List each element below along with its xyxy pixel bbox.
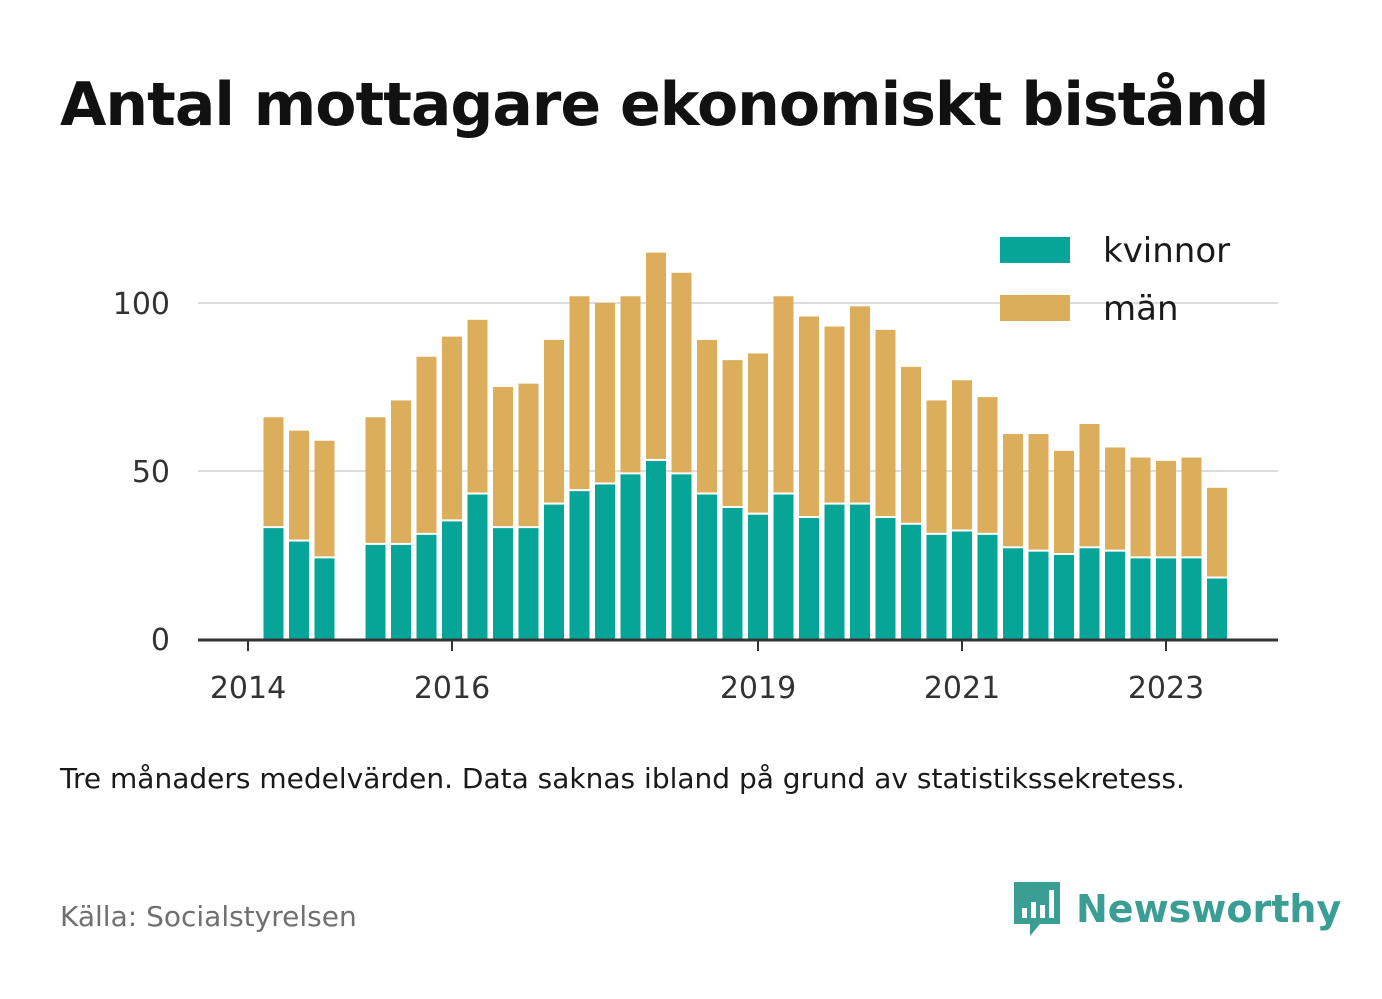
bar-man xyxy=(799,316,819,517)
y-tick-label: 100 xyxy=(113,287,170,322)
bar-kvinnor xyxy=(926,534,947,639)
bar-man xyxy=(595,303,615,483)
bar-man xyxy=(1028,434,1049,550)
bar-man xyxy=(493,387,513,527)
bar-kvinnor xyxy=(1130,558,1151,639)
brand-logo[interactable]: Newsworthy xyxy=(1010,878,1341,940)
bar-man xyxy=(952,380,972,530)
legend-label: män xyxy=(1103,289,1179,329)
bar-kvinnor xyxy=(595,484,615,639)
bar-kvinnor xyxy=(1054,555,1074,639)
bar-man xyxy=(1207,487,1227,577)
bar-man xyxy=(467,319,488,493)
bar-kvinnor xyxy=(799,518,819,639)
bar-man xyxy=(1003,434,1023,547)
bar-kvinnor xyxy=(697,494,717,639)
bar-man xyxy=(697,339,717,493)
bar-kvinnor xyxy=(1207,578,1227,639)
bar-kvinnor xyxy=(824,504,845,639)
bar-man xyxy=(1130,457,1151,557)
bar-kvinnor xyxy=(1003,548,1023,639)
bar-man xyxy=(289,430,309,540)
bar-kvinnor xyxy=(442,521,462,639)
bar-man xyxy=(646,252,666,459)
bar-man xyxy=(824,326,845,503)
bar-man xyxy=(1105,447,1125,550)
chart-title: Antal mottagare ekonomiskt bistånd xyxy=(60,70,1269,140)
bar-kvinnor xyxy=(391,544,411,639)
bar-kvinnor xyxy=(1105,551,1125,639)
bar-man xyxy=(391,400,411,543)
bar-man xyxy=(1181,457,1202,557)
bar-kvinnor xyxy=(1156,558,1176,639)
bar-man xyxy=(1156,460,1176,557)
y-tick-label: 50 xyxy=(132,455,170,490)
bar-kvinnor xyxy=(416,534,437,639)
newsworthy-logo-icon xyxy=(1014,882,1060,936)
bar-man xyxy=(365,417,386,543)
bar-kvinnor xyxy=(850,504,870,639)
bar-kvinnor xyxy=(748,514,768,639)
bar-man xyxy=(773,296,794,493)
bar-man xyxy=(901,366,921,523)
bar-man xyxy=(416,356,437,533)
bar-kvinnor xyxy=(671,474,692,639)
bar-man xyxy=(748,353,768,513)
bar-man xyxy=(569,296,590,490)
bar-man xyxy=(314,440,335,557)
bar-man xyxy=(850,306,870,503)
x-tick-label: 2019 xyxy=(720,671,796,706)
bar-kvinnor xyxy=(1079,548,1100,639)
bar-man xyxy=(977,397,998,533)
bar-man xyxy=(620,296,641,473)
x-tick-label: 2023 xyxy=(1128,671,1204,706)
bar-man xyxy=(263,417,284,527)
bar-man xyxy=(926,400,947,533)
bar-kvinnor xyxy=(289,541,309,639)
bar-kvinnor xyxy=(977,534,998,639)
bar-man xyxy=(1079,423,1100,547)
bar-kvinnor xyxy=(646,460,666,639)
source-label: Källa: Socialstyrelsen xyxy=(60,900,357,933)
bar-kvinnor xyxy=(365,544,386,639)
bar-kvinnor xyxy=(263,528,284,639)
bar-man xyxy=(671,272,692,473)
bar-man xyxy=(1054,450,1074,553)
bar-kvinnor xyxy=(493,528,513,639)
bar-kvinnor xyxy=(569,491,590,639)
bar-kvinnor xyxy=(518,528,539,639)
brand-name: Newsworthy xyxy=(1076,887,1342,931)
bar-kvinnor xyxy=(620,474,641,639)
y-tick-label: 0 xyxy=(151,623,170,658)
x-tick-label: 2014 xyxy=(210,671,286,706)
x-tick-label: 2021 xyxy=(924,671,1000,706)
bar-kvinnor xyxy=(952,531,972,639)
bar-man xyxy=(875,329,896,517)
bar-man xyxy=(442,336,462,520)
bar-man xyxy=(518,383,539,527)
bar-man xyxy=(544,339,564,503)
bar-kvinnor xyxy=(467,494,488,639)
x-tick-label: 2016 xyxy=(414,671,490,706)
bar-man xyxy=(722,360,743,506)
bar-kvinnor xyxy=(875,518,896,639)
legend-swatch xyxy=(1000,295,1070,321)
chart-note: Tre månaders medelvärden. Data saknas ib… xyxy=(60,762,1185,795)
bar-kvinnor xyxy=(773,494,794,639)
bar-kvinnor xyxy=(1181,558,1202,639)
bar-kvinnor xyxy=(722,507,743,639)
bar-kvinnor xyxy=(1028,551,1049,639)
legend-swatch xyxy=(1000,237,1070,263)
bar-kvinnor xyxy=(314,558,335,639)
bar-kvinnor xyxy=(544,504,564,639)
legend-label: kvinnor xyxy=(1103,231,1230,271)
bar-kvinnor xyxy=(901,524,921,639)
